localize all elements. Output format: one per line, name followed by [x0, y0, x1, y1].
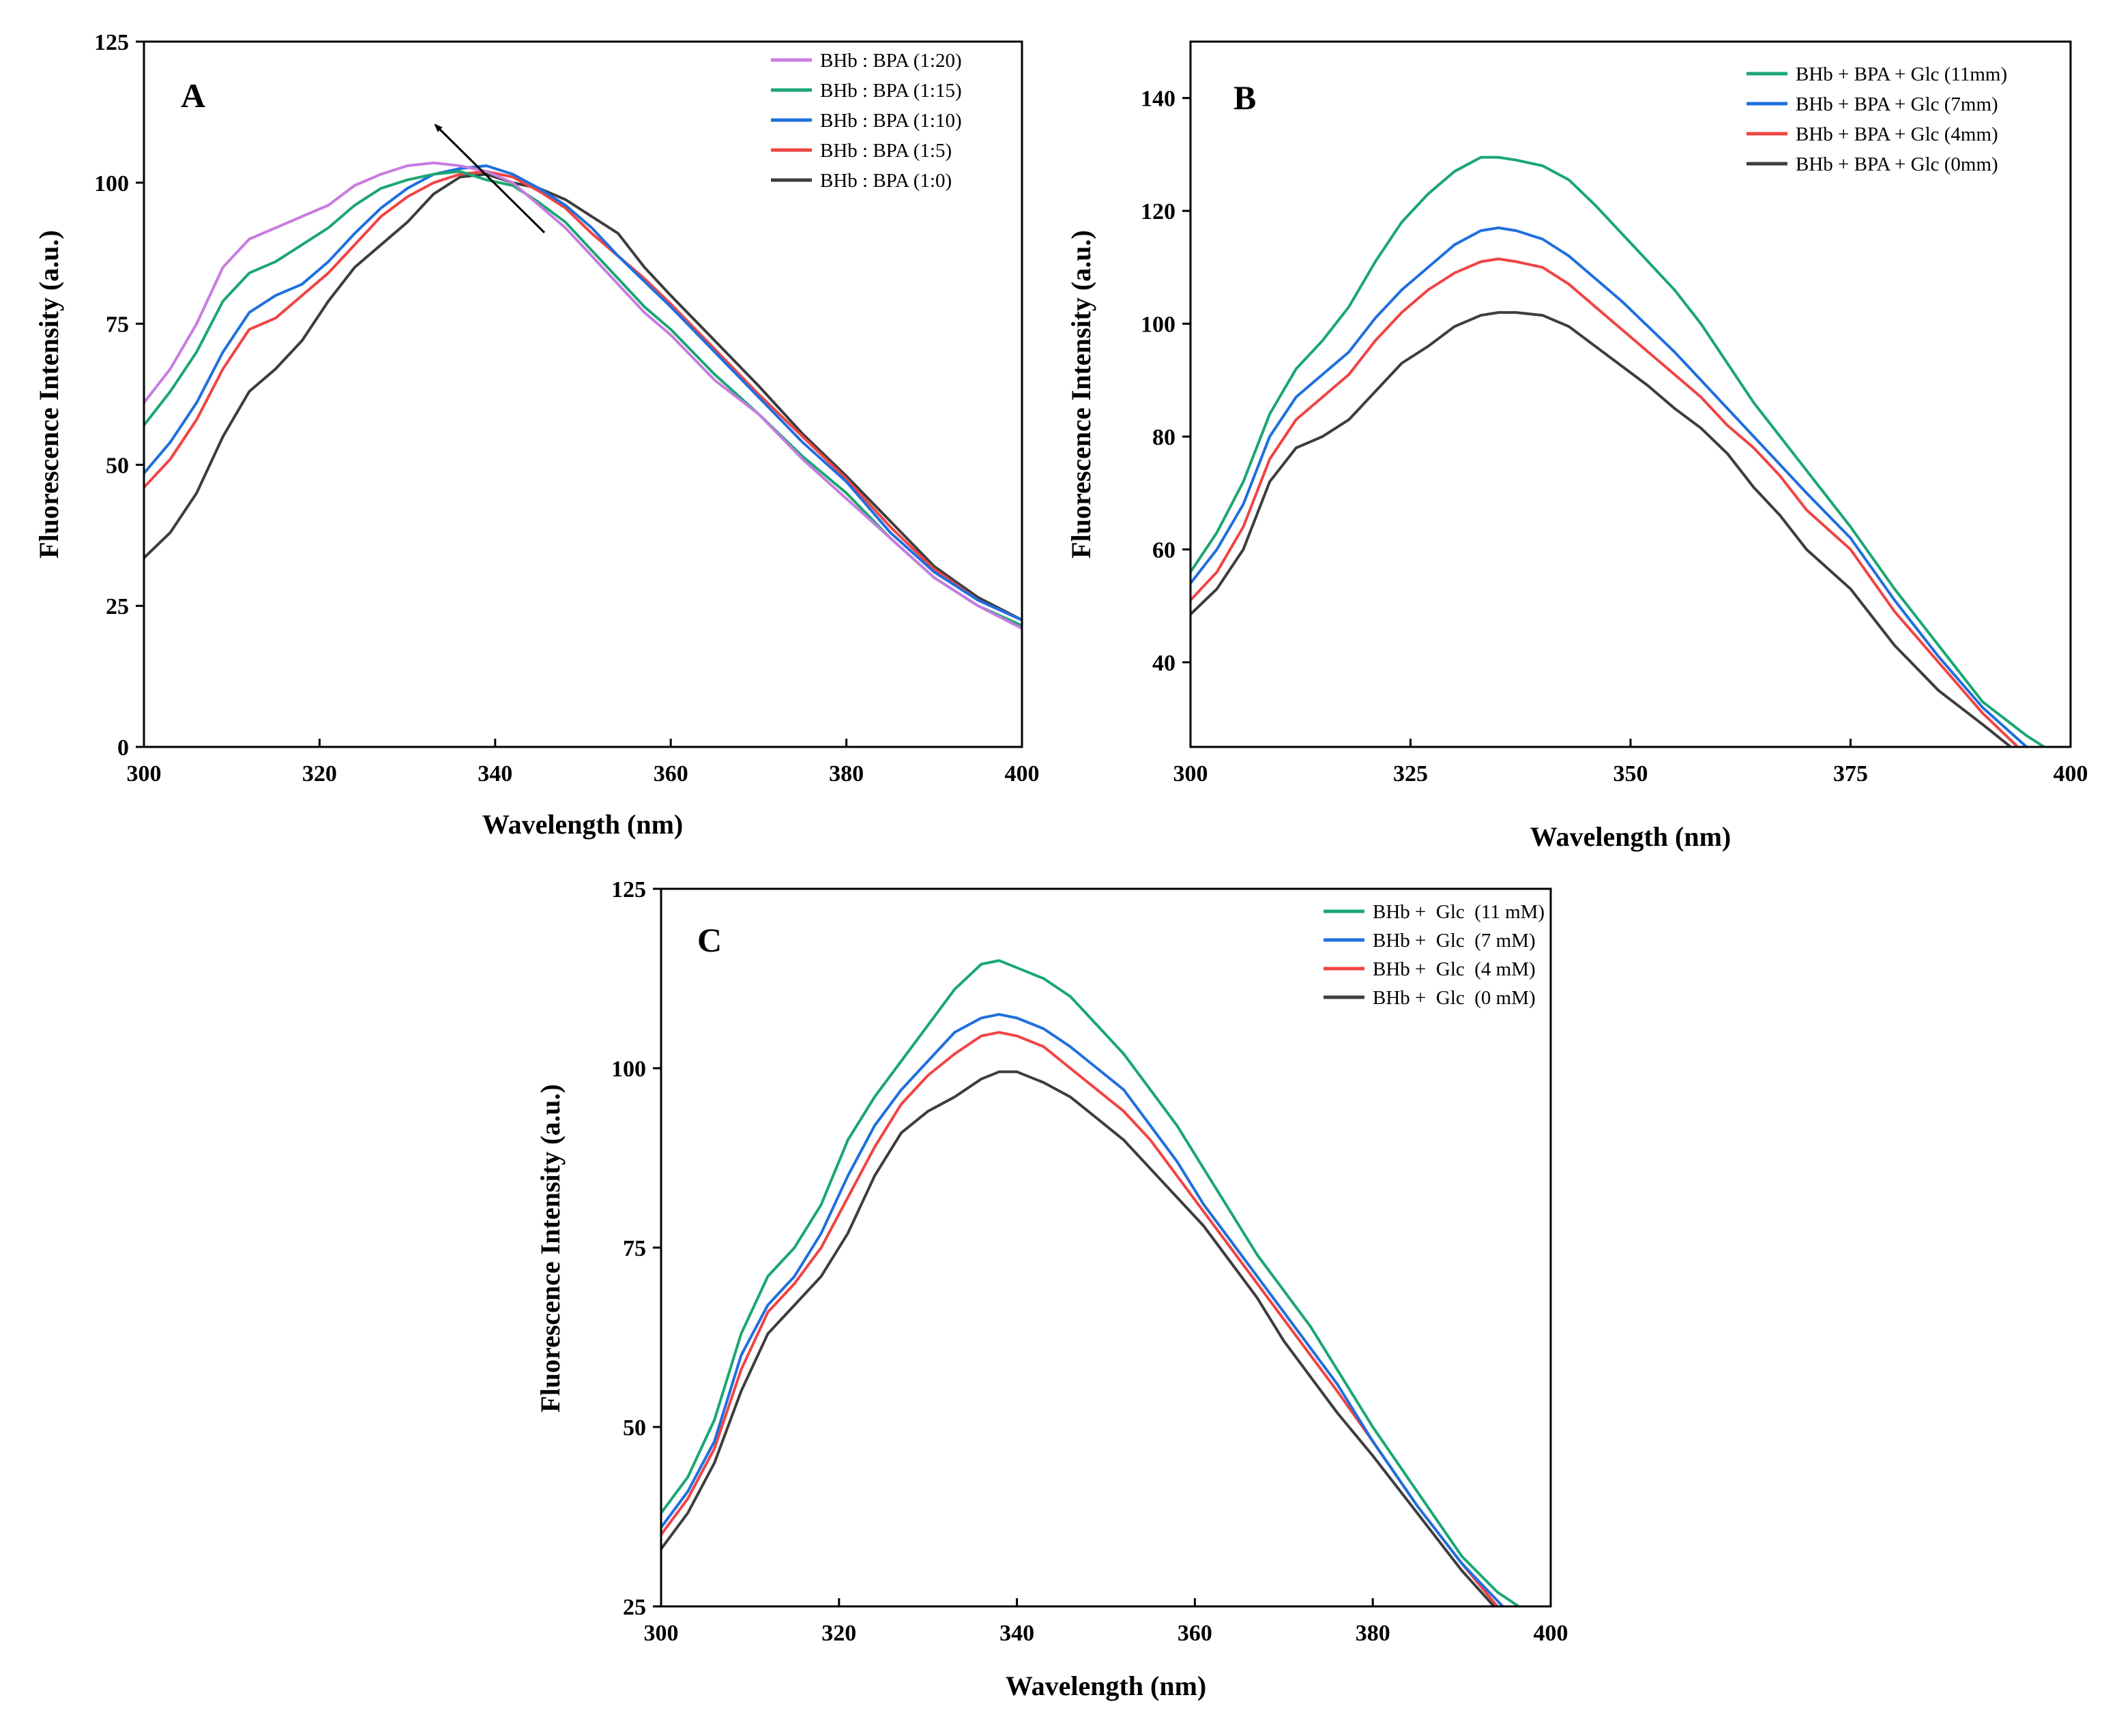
panel-a-y-tick-label: 50	[106, 453, 129, 478]
panel-b-x-tick-label: 375	[1833, 761, 1868, 786]
panel-b-x-tick-label: 350	[1613, 761, 1648, 786]
panel-c-x-tick-label: 400	[1534, 1621, 1568, 1646]
panel-c-series-line-1	[661, 1013, 1505, 1606]
chart-panel-c: 300 320 340 360 380 400 25 50 75 100 125 C Wavelen…	[535, 877, 1568, 1701]
panel-c-legend-label: BHb + Glc (0 mM)	[1373, 987, 1536, 1009]
panel-b-y-axis-title: Fluorescence Intensity (a.u.)	[1066, 230, 1096, 558]
panel-c-y-axis-title: Fluorescence Intensity (a.u.)	[535, 1084, 566, 1412]
panel-c-series-line-2	[661, 1031, 1499, 1606]
panel-a-legend: BHb : BPA (1:20) BHb : BPA (1:15) BHb : BP…	[771, 50, 962, 192]
panel-a-y-tick-label: 125	[94, 30, 129, 55]
panel-b-letter: B	[1233, 78, 1256, 117]
panel-a-x-tick-label: 300	[127, 761, 162, 786]
chart-panel-a: 300 320 340 360 380 400 0 25 50 75 100 125 A Wavele…	[33, 30, 1040, 840]
panel-a-series-layer	[144, 161, 1022, 630]
panel-c-y-tick-label: 125	[611, 877, 646, 902]
panel-c-x-axis-title: Wavelength (nm)	[1006, 1671, 1206, 1701]
panel-a-legend-label: BHb : BPA (1:5)	[820, 140, 952, 162]
panel-a-y-tick-label: 100	[94, 171, 129, 196]
panel-b-y-tick-label: 140	[1141, 87, 1175, 112]
panel-c-series-layer	[661, 959, 1521, 1606]
panel-c-legend-label: BHb + Glc (11 mM)	[1373, 901, 1545, 923]
panel-a-ticks-layer: 300 320 340 360 380 400 0 25 50 75 100 125	[94, 30, 1040, 786]
panel-b-legend: BHb + BPA + Glc (11mm) BHb + BPA + Glc (7…	[1747, 63, 2007, 175]
panel-b-series-line-2	[1190, 257, 2019, 747]
panel-c-x-tick-label: 380	[1356, 1621, 1390, 1646]
panel-b-series-line-3	[1190, 311, 2013, 747]
panel-b-legend-label: BHb + BPA + Glc (0mm)	[1796, 153, 1998, 175]
panel-a-x-tick-label: 400	[1005, 761, 1040, 786]
panel-a-x-tick-label: 320	[302, 761, 337, 786]
panel-a-x-tick-label: 380	[829, 761, 864, 786]
panel-c-series-line-3	[661, 1070, 1496, 1606]
panel-c-y-tick-label: 25	[623, 1595, 646, 1620]
panel-a-letter: A	[181, 76, 205, 115]
panel-c-y-tick-label: 50	[623, 1415, 646, 1441]
panel-b-x-axis-title: Wavelength (nm)	[1530, 821, 1731, 852]
panel-a-legend-label: BHb : BPA (1:15)	[820, 80, 962, 102]
chart-panel-b: 300 325 350 375 400 40 60 80 100 120 140 B Wavelen…	[1066, 40, 2088, 852]
panel-b-y-tick-label: 80	[1152, 425, 1175, 450]
panel-b-y-tick-label: 120	[1141, 199, 1175, 224]
panel-c-legend: BHb + Glc (11 mM) BHb + Glc (7 mM) BHb + G…	[1324, 901, 1545, 1009]
panel-c-ticks-layer: 300 320 340 360 380 400 25 50 75 100 125	[611, 877, 1568, 1646]
panel-b-legend-label: BHb + BPA + Glc (4mm)	[1796, 123, 1998, 145]
panel-a-series-line-0	[144, 161, 1022, 630]
panel-a-legend-label: BHb : BPA (1:20)	[820, 50, 962, 72]
panel-c-x-tick-label: 300	[644, 1621, 679, 1646]
panel-a-y-tick-label: 0	[117, 735, 129, 761]
panel-b-series-line-0	[1190, 156, 2046, 747]
panel-b-x-tick-label: 300	[1173, 761, 1208, 786]
panel-b-series-line-1	[1190, 226, 2028, 747]
panel-a-series-line-2	[144, 164, 1022, 621]
panel-b-y-tick-label: 100	[1141, 312, 1175, 338]
panel-b-plot-frame	[1189, 40, 2072, 748]
panel-a-series-line-1	[144, 170, 1022, 628]
panel-a-x-tick-label: 340	[478, 761, 512, 786]
panel-a-y-axis-title: Fluorescence Intensity (a.u.)	[33, 230, 64, 558]
panel-a-x-tick-label: 360	[654, 761, 688, 786]
panel-c-y-tick-label: 75	[623, 1236, 646, 1261]
panel-a-y-tick-label: 75	[106, 312, 129, 338]
panel-a-y-tick-label: 25	[106, 594, 129, 619]
panel-b-legend-label: BHb + BPA + Glc (7mm)	[1796, 93, 1998, 115]
panel-b-x-tick-label: 325	[1393, 761, 1428, 786]
panel-c-legend-label: BHb + Glc (7 mM)	[1373, 930, 1536, 952]
panel-b-y-tick-label: 60	[1152, 538, 1175, 563]
panel-b-ticks-layer: 300 325 350 375 400 40 60 80 100 120 140	[1141, 87, 2088, 786]
panel-b-y-tick-label: 40	[1152, 651, 1175, 676]
panel-b-series-layer	[1190, 156, 2046, 747]
panel-b-x-tick-label: 400	[2054, 761, 2088, 786]
panel-a-legend-label: BHb : BPA (1:0)	[820, 170, 952, 192]
panel-c-letter: C	[697, 921, 722, 959]
panel-c-x-tick-label: 340	[999, 1621, 1034, 1646]
panel-a-plot-frame	[143, 40, 1023, 748]
panel-a-series-line-3	[144, 170, 1022, 621]
panel-a-legend-label: BHb : BPA (1:10)	[820, 110, 962, 132]
panel-c-x-tick-label: 360	[1178, 1621, 1212, 1646]
panel-a-x-axis-title: Wavelength (nm)	[482, 809, 683, 840]
panel-c-legend-label: BHb + Glc (4 mM)	[1373, 958, 1536, 980]
panel-c-x-tick-label: 320	[821, 1621, 856, 1646]
panel-a-annotation-arrow	[434, 123, 546, 234]
panel-b-legend-label: BHb + BPA + Glc (11mm)	[1796, 63, 2007, 85]
panel-c-y-tick-label: 100	[611, 1057, 646, 1082]
panel-c-series-line-0	[661, 959, 1521, 1606]
